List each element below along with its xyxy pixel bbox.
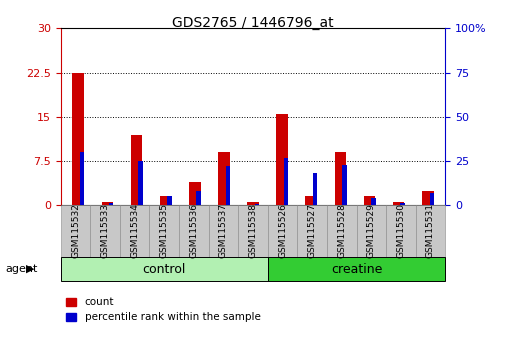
Text: control: control: [142, 263, 185, 275]
Bar: [305, 196, 317, 205]
Text: GDS2765 / 1446796_at: GDS2765 / 1446796_at: [172, 16, 333, 30]
Text: GSM115529: GSM115529: [366, 204, 375, 258]
Bar: [102, 202, 113, 205]
Bar: [341, 165, 346, 205]
Bar: [429, 193, 433, 205]
Text: GSM115533: GSM115533: [100, 204, 110, 258]
Text: GSM115535: GSM115535: [160, 204, 169, 258]
Text: agent: agent: [5, 264, 37, 274]
Bar: [225, 166, 230, 205]
Text: GSM115528: GSM115528: [336, 204, 345, 258]
Text: GSM115531: GSM115531: [425, 204, 434, 258]
Bar: [246, 202, 259, 205]
Bar: [80, 152, 84, 205]
Text: GSM115527: GSM115527: [307, 204, 316, 258]
Bar: [196, 191, 200, 205]
Text: GSM115538: GSM115538: [248, 204, 257, 258]
Text: GSM115526: GSM115526: [278, 204, 286, 258]
Bar: [109, 202, 113, 205]
Bar: [363, 196, 375, 205]
Bar: [138, 161, 142, 205]
Bar: [160, 196, 171, 205]
Text: creatine: creatine: [330, 263, 381, 275]
Bar: [334, 152, 345, 205]
Bar: [399, 202, 404, 205]
Bar: [72, 73, 84, 205]
Bar: [254, 204, 259, 205]
Text: ▶: ▶: [26, 264, 34, 274]
Bar: [371, 198, 375, 205]
Bar: [283, 158, 288, 205]
Text: GSM115536: GSM115536: [189, 204, 198, 258]
Bar: [421, 190, 433, 205]
Legend: count, percentile rank within the sample: count, percentile rank within the sample: [66, 297, 260, 322]
Bar: [130, 135, 142, 205]
Text: GSM115532: GSM115532: [71, 204, 80, 258]
Bar: [188, 182, 200, 205]
Text: GSM115537: GSM115537: [219, 204, 227, 258]
Text: GSM115530: GSM115530: [395, 204, 405, 258]
Bar: [276, 114, 287, 205]
Text: GSM115534: GSM115534: [130, 204, 139, 258]
Bar: [167, 196, 171, 205]
Bar: [218, 152, 229, 205]
Bar: [313, 173, 317, 205]
Bar: [392, 202, 403, 205]
